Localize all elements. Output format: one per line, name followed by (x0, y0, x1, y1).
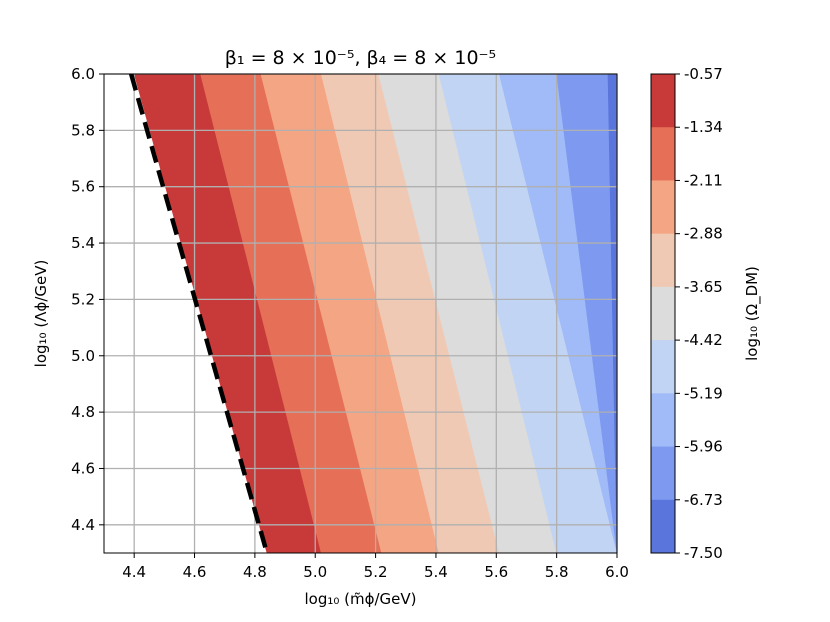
colorbar-tick-label: -1.34 (684, 118, 723, 136)
y-tick-label: 5.6 (71, 178, 95, 196)
colorbar-tick-label: -2.88 (684, 225, 723, 243)
y-tick-label: 5.4 (71, 234, 95, 252)
colorbar-segment (651, 127, 675, 181)
x-tick-label: 5.8 (545, 563, 569, 581)
x-tick-label: 5.6 (484, 563, 508, 581)
x-tick-label: 4.4 (122, 563, 146, 581)
plot-frame (103, 73, 618, 554)
y-tick-label: 6.0 (71, 65, 95, 83)
y-tick-label: 5.8 (71, 121, 95, 139)
x-tick-label: 4.6 (183, 563, 207, 581)
colorbar-tick-label: -5.19 (684, 384, 723, 402)
contour-bands (133, 73, 618, 554)
x-tick-label: 4.8 (243, 563, 267, 581)
dashed-boundary-line (128, 73, 270, 554)
colorbar-tick-label: -4.42 (684, 331, 723, 349)
x-axis-label: log₁₀ (m̃ϕ/GeV) (304, 590, 416, 608)
colorbar-segment (651, 340, 675, 394)
x-tick-label: 5.4 (424, 563, 448, 581)
colorbar-segment (651, 286, 675, 341)
colorbar-tick-label: -6.73 (684, 491, 723, 509)
colorbar-segment (651, 393, 675, 448)
colorbar-tick-label: -3.65 (684, 278, 723, 296)
colorbar-segment (651, 74, 675, 128)
colorbar: -0.57 -1.34 -2.11 -2.88 -3.65 -4.42 -5.19 -5.96… (650, 65, 723, 562)
y-tick-label: 5.2 (71, 290, 95, 308)
y-tick-label: 4.6 (71, 459, 95, 477)
y-tick-label: 5.0 (71, 347, 95, 365)
y-tick-label: 4.4 (71, 516, 95, 534)
x-axis-ticks: 4.4 4.6 4.8 5.0 5.2 5.4 5.6 5.8 6.0 (122, 553, 629, 581)
x-tick-label: 6.0 (605, 563, 629, 581)
colorbar-label: log₁₀ (Ω_DM) (743, 266, 762, 361)
chart-title: β₁ = 8 × 10⁻⁵, β₄ = 8 × 10⁻⁵ (225, 47, 496, 69)
y-axis-ticks: 4.4 4.6 4.8 5.0 5.2 5.4 5.6 5.8 6.0 (71, 65, 104, 534)
colorbar-segment (651, 233, 675, 288)
x-tick-label: 5.0 (303, 563, 327, 581)
colorbar-frame (650, 73, 676, 554)
y-axis-label: log₁₀ (Λϕ/GeV) (32, 260, 50, 368)
x-tick-label: 5.2 (364, 563, 388, 581)
colorbar-tick-label: -5.96 (684, 438, 723, 456)
colorbar-segment (651, 499, 675, 554)
y-tick-label: 4.8 (71, 403, 95, 421)
colorbar-segment (651, 180, 675, 235)
colorbar-tick-label: -2.11 (684, 171, 723, 189)
colorbar-segment (651, 446, 675, 501)
colorbar-tick-label: -0.57 (684, 65, 723, 83)
colorbar-tick-label: -7.50 (684, 544, 723, 562)
